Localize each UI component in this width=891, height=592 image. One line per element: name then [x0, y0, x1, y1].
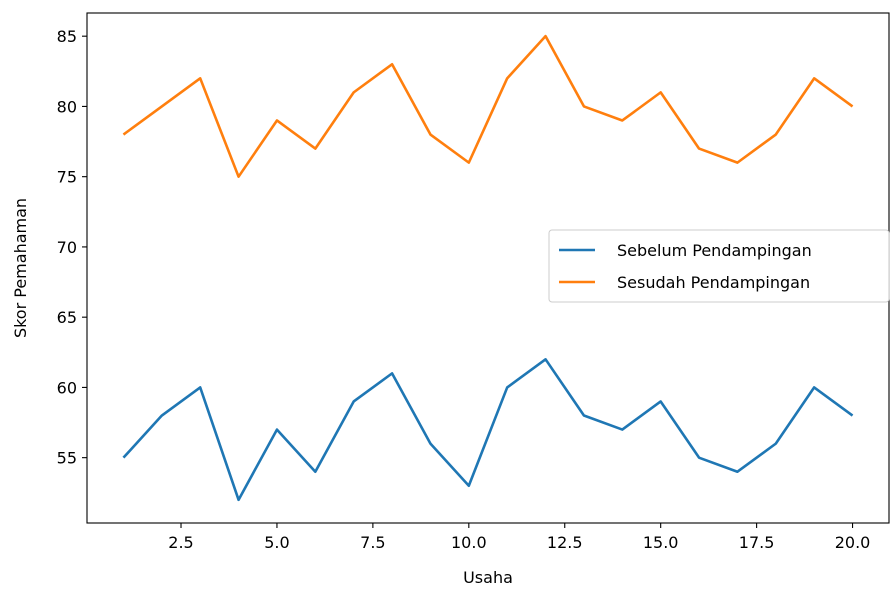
y-tick-label: 75: [57, 168, 77, 187]
x-tick-label: 2.5: [168, 533, 193, 552]
x-axis: 2.5 5.0 7.5 10.0 12.5 15.0 17.5 20.0: [168, 523, 870, 552]
y-axis: 55 60 65 70 75 80 85: [57, 27, 87, 468]
y-tick-label: 55: [57, 449, 77, 468]
legend: Sebelum Pendampingan Sesudah Pendampingan: [548, 229, 890, 303]
y-tick-label: 65: [57, 308, 77, 327]
x-tick-label: 15.0: [643, 533, 679, 552]
legend-label: Sesudah Pendampingan: [617, 273, 810, 292]
x-tick-label: 12.5: [547, 533, 583, 552]
series-line-1: [122, 358, 854, 502]
y-tick-label: 85: [57, 27, 77, 46]
x-axis-label: Usaha: [463, 568, 513, 587]
x-tick-label: 17.5: [739, 533, 775, 552]
x-tick-label: 7.5: [360, 533, 385, 552]
legend-box: [548, 229, 890, 303]
x-tick-label: 5.0: [264, 533, 289, 552]
y-axis-label: Skor Pemahaman: [11, 198, 30, 338]
x-tick-label: 10.0: [451, 533, 487, 552]
series-layer: [122, 34, 854, 502]
y-tick-label: 60: [57, 378, 77, 397]
y-tick-label: 80: [57, 97, 77, 116]
y-tick-label: 70: [57, 238, 77, 257]
legend-label: Sebelum Pendampingan: [617, 241, 812, 260]
x-tick-label: 20.0: [835, 533, 871, 552]
series-line-2: [122, 34, 854, 178]
